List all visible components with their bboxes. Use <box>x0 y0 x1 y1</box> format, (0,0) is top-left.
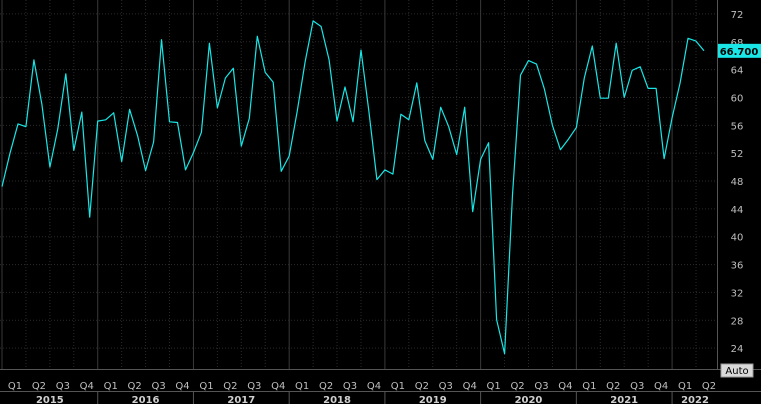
y-tick-label: 64 <box>731 66 744 77</box>
quarter-tick-label: Q4 <box>271 381 285 392</box>
year-tick-label: 2017 <box>227 395 255 404</box>
y-tick-label: 32 <box>731 288 744 299</box>
quarter-tick-label: Q3 <box>151 381 165 392</box>
quarter-tick-label: Q2 <box>32 381 46 392</box>
year-tick-label: 2022 <box>681 395 709 404</box>
quarter-tick-label: Q2 <box>128 381 142 392</box>
quarter-tick-label: Q4 <box>367 381 381 392</box>
quarter-tick-label: Q4 <box>463 381 477 392</box>
quarter-tick-label: Q1 <box>8 381 22 392</box>
y-tick-label: 60 <box>731 93 744 104</box>
quarter-tick-label: Q4 <box>558 381 572 392</box>
quarter-tick-label: Q2 <box>223 381 237 392</box>
quarter-tick-label: Q3 <box>439 381 453 392</box>
y-tick-label: 72 <box>731 10 744 21</box>
quarter-tick-label: Q1 <box>199 381 213 392</box>
y-tick-label: 48 <box>731 177 744 188</box>
y-tick-label: 68 <box>731 38 744 49</box>
quarter-tick-label: Q3 <box>630 381 644 392</box>
y-tick-label: 28 <box>731 316 744 327</box>
year-tick-label: 2015 <box>36 395 64 404</box>
year-tick-label: 2021 <box>610 395 638 404</box>
quarter-tick-label: Q3 <box>56 381 70 392</box>
auto-button-bg[interactable] <box>720 363 754 378</box>
y-tick-label: 44 <box>731 205 744 216</box>
y-axis-tick-labels: 72 68 64 60 56 52 48 44 40 36 32 28 24 <box>731 10 744 355</box>
quarter-tick-label: Q1 <box>487 381 501 392</box>
quarter-tick-label: Q1 <box>391 381 405 392</box>
auto-scale-button[interactable]: Auto <box>720 363 754 378</box>
quarter-tick-label: Q3 <box>247 381 261 392</box>
quarter-tick-label: Q4 <box>175 381 189 392</box>
y-tick-label: 56 <box>731 121 744 132</box>
y-tick-label: 40 <box>731 233 744 244</box>
y-tick-label: 36 <box>731 261 744 272</box>
year-tick-label: 2019 <box>419 395 447 404</box>
quarter-tick-label: Q2 <box>606 381 620 392</box>
year-tick-label: 2018 <box>323 395 351 404</box>
quarter-tick-label: Q4 <box>654 381 668 392</box>
quarter-tick-label: Q3 <box>534 381 548 392</box>
quarter-tick-label: Q2 <box>415 381 429 392</box>
gridlines <box>0 0 717 369</box>
last-value-badge <box>718 43 761 58</box>
last-value-marker: 66.700 <box>718 43 761 58</box>
series-layer <box>1 20 705 355</box>
year-tick-label: 2016 <box>132 395 160 404</box>
quarter-tick-label: Q1 <box>104 381 118 392</box>
quarter-tick-label: Q1 <box>678 381 692 392</box>
auto-button-label[interactable]: Auto <box>725 366 748 377</box>
y-tick-label: 52 <box>731 149 744 160</box>
quarter-tick-label: Q2 <box>319 381 333 392</box>
series-line <box>1 20 705 355</box>
y-tick-label: 24 <box>731 344 744 355</box>
last-value-label: 66.700 <box>720 47 759 58</box>
quarter-tick-label: Q2 <box>510 381 524 392</box>
year-tick-label: 2020 <box>515 395 543 404</box>
quarter-tick-label: Q4 <box>80 381 94 392</box>
quarter-tick-label: Q2 <box>702 381 716 392</box>
quarter-tick-label: Q1 <box>295 381 309 392</box>
quarter-tick-label: Q1 <box>582 381 596 392</box>
quarter-tick-label: Q3 <box>343 381 357 392</box>
